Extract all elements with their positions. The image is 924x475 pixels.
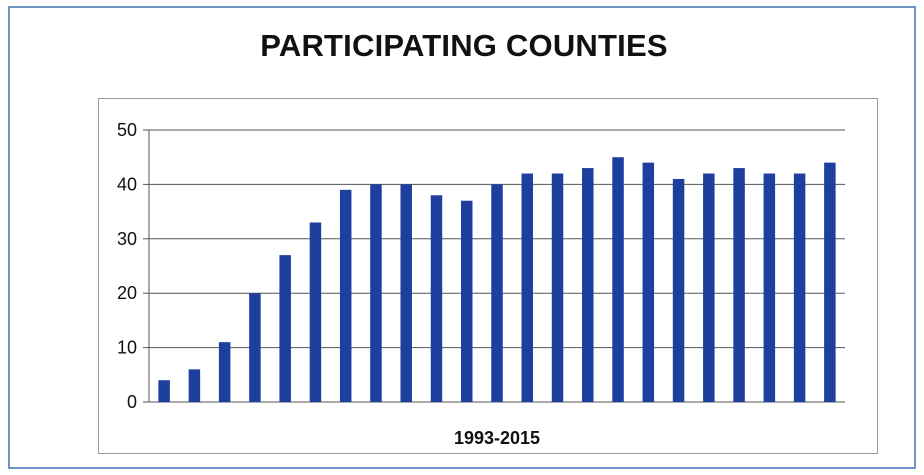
y-tick-label: 50 (117, 120, 137, 140)
bar-2004 (491, 184, 503, 402)
bar-2008 (612, 157, 624, 402)
y-tick-label: 0 (127, 392, 137, 412)
bar-2000 (370, 184, 382, 402)
bar-1997 (279, 255, 291, 402)
bar-2015 (824, 162, 836, 402)
bar-1998 (309, 222, 322, 402)
y-tick-label: 10 (117, 338, 137, 358)
y-tick-label: 30 (117, 229, 137, 249)
bar-1995 (218, 342, 231, 402)
plot-area-border (98, 98, 878, 454)
chart-frame: PARTICIPATING COUNTIES 0 10 20 30 40 50 1993-… (8, 6, 916, 469)
bar-2011 (703, 173, 715, 402)
bar-2014 (793, 173, 806, 402)
bar-chart: 0 10 20 30 40 50 1993-2015 (117, 120, 845, 448)
bar-2006 (551, 173, 564, 402)
bar-1994 (188, 369, 201, 402)
bar-2013 (763, 173, 776, 402)
bar-2010 (672, 178, 685, 402)
bar-2009 (642, 162, 655, 402)
chart-title: PARTICIPATING COUNTIES (260, 28, 668, 63)
bar-2002 (430, 195, 443, 402)
y-tick-label: 40 (117, 174, 137, 194)
tick-labels: 0 10 20 30 40 50 (117, 120, 137, 412)
bar-1993 (158, 380, 170, 402)
bar-1996 (249, 293, 261, 402)
bar-1999 (339, 189, 352, 402)
bar-2003 (460, 200, 473, 402)
x-axis-label: 1993-2015 (454, 428, 540, 448)
bars (158, 157, 836, 402)
bar-2005 (521, 173, 534, 402)
bar-2001 (400, 184, 412, 402)
bar-2007 (582, 168, 594, 402)
bar-2012 (733, 168, 745, 402)
y-tick-label: 20 (117, 283, 137, 303)
